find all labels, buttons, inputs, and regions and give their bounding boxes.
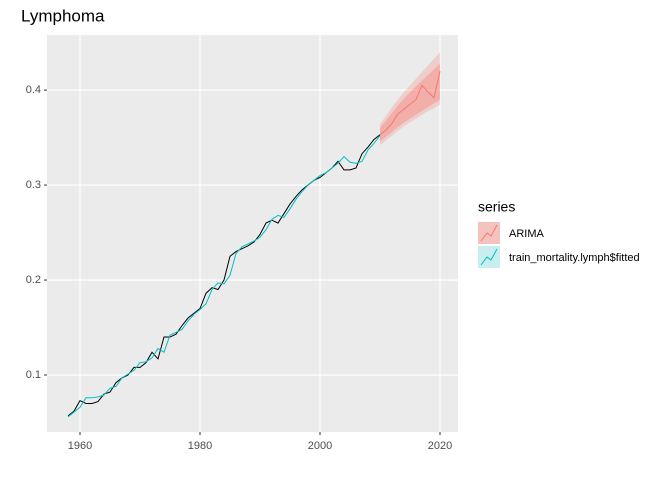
legend-label: ARIMA: [509, 228, 545, 240]
legend-key: [478, 246, 500, 268]
y-tick-label: 0.2: [26, 274, 41, 286]
chart-title: Lymphoma: [21, 6, 105, 25]
y-tick-label: 0.4: [26, 84, 41, 96]
y-tick-label: 0.1: [26, 369, 41, 381]
prediction-interval: [380, 52, 440, 146]
series-line: [379, 70, 441, 136]
plot-panel: [47, 35, 458, 432]
x-tick-label: 2020: [428, 440, 452, 452]
y-tick-label: 0.3: [26, 179, 41, 191]
x-tick-label: 2000: [308, 440, 332, 452]
prediction-interval: [380, 63, 440, 142]
legend-item: train_mortality.lymph$fitted: [478, 246, 640, 268]
series-line: [67, 135, 381, 418]
legend-key-line: [480, 224, 498, 242]
legend-key: [478, 222, 500, 244]
x-tick-label: 1960: [68, 440, 92, 452]
legend-title: series: [478, 199, 515, 215]
legend-label: train_mortality.lymph$fitted: [509, 252, 640, 264]
x-tick-label: 1980: [188, 440, 212, 452]
legend-key-line: [480, 248, 498, 266]
legend-item: ARIMA: [478, 222, 545, 244]
